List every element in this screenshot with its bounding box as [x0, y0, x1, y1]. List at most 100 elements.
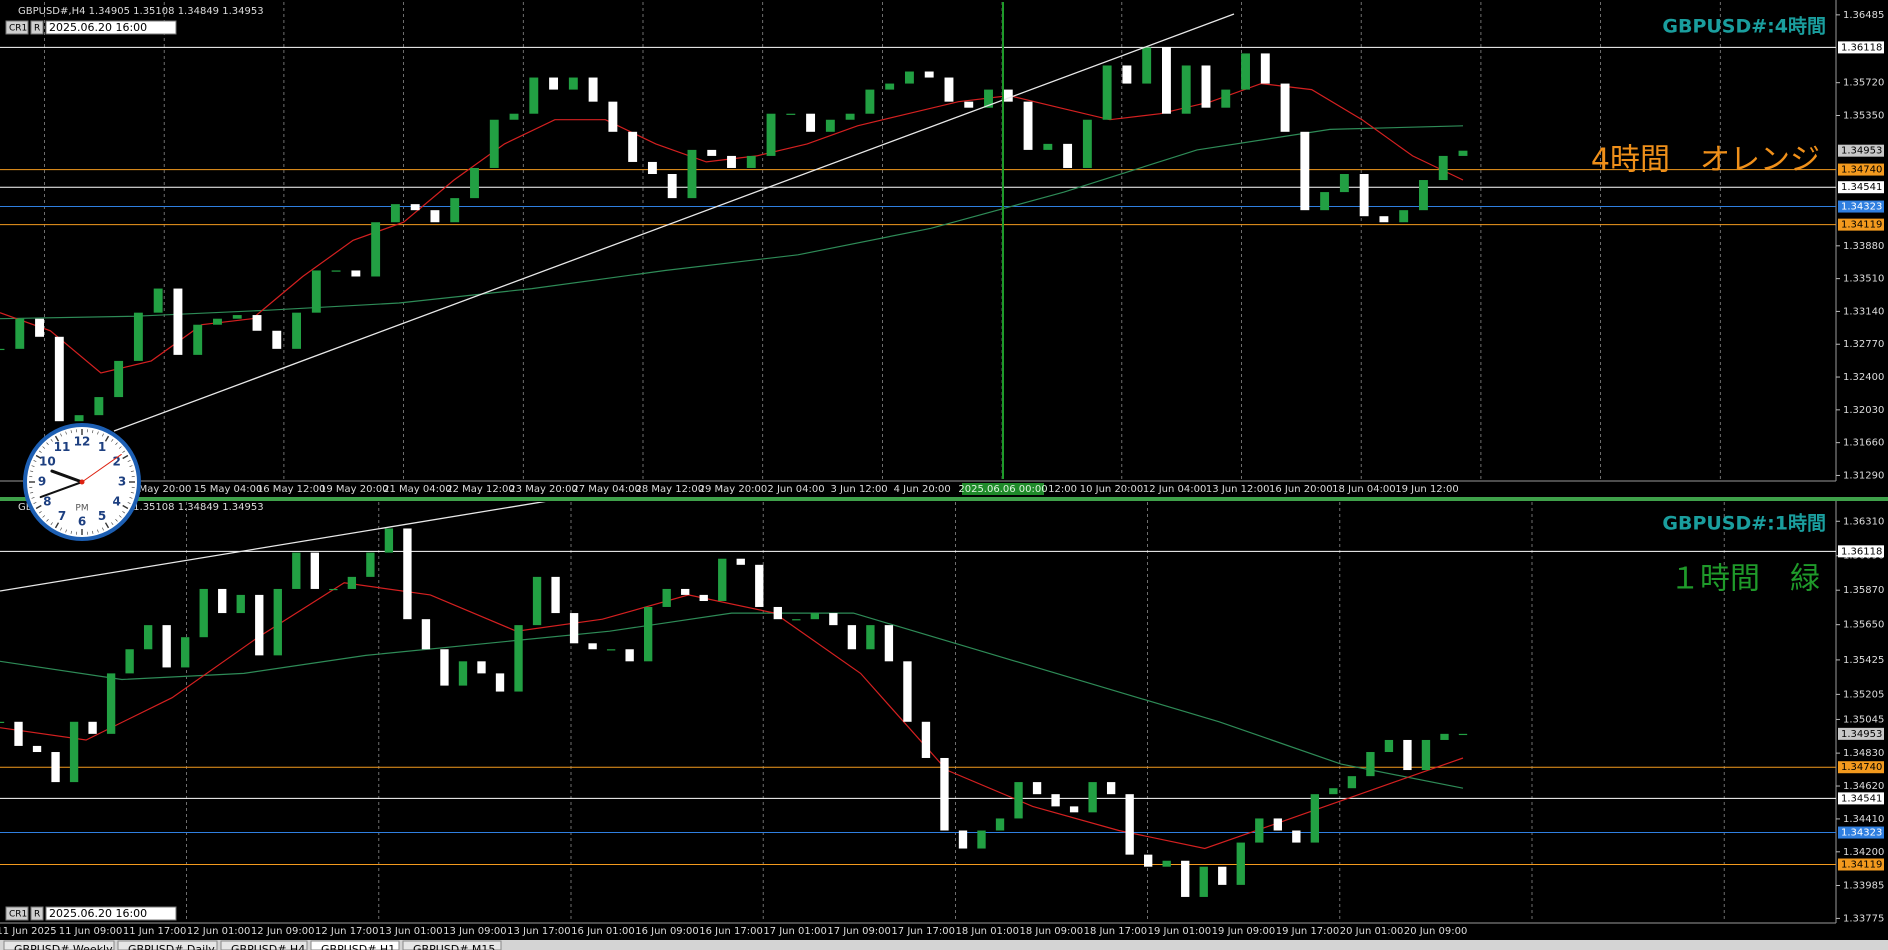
chart-button-label[interactable]: 2025.06.20 16:00	[49, 21, 147, 34]
candle	[643, 606, 653, 662]
candle	[88, 721, 97, 734]
x-tick-label: 18 Jun 09:00	[1020, 926, 1084, 937]
panel-separator	[0, 497, 1888, 501]
candle	[272, 330, 282, 349]
chart-button[interactable]	[45, 20, 177, 35]
level-price-label: 1.34323	[1841, 828, 1882, 839]
candle	[924, 71, 934, 78]
level-price-label: 1.34323	[1841, 202, 1882, 213]
candle	[984, 89, 993, 108]
clock-tick	[65, 431, 67, 435]
candle	[1399, 210, 1409, 223]
candle	[450, 198, 460, 223]
level-price-box	[1838, 727, 1884, 740]
clock-tick	[31, 497, 35, 499]
clock-tick	[102, 433, 104, 437]
tab[interactable]	[402, 940, 502, 950]
candle	[1199, 866, 1208, 897]
x-tick-label: 19 Jun 01:00	[1148, 926, 1212, 937]
clock-tick	[46, 442, 49, 446]
candle	[885, 83, 895, 90]
candle	[786, 113, 796, 115]
x-tick-label: 16 Jun 20:00	[1269, 484, 1333, 495]
clock-tick	[35, 454, 42, 460]
tab-label[interactable]: GBPUSD#,M15	[413, 943, 495, 950]
tab[interactable]	[310, 940, 400, 950]
candle	[51, 752, 60, 783]
clock-number: 1	[98, 440, 106, 454]
y-tick-label: 1.32030	[1843, 405, 1884, 416]
x-tick-label: 17 Jun 17:00	[891, 926, 955, 937]
moving-average	[0, 582, 1464, 850]
chart-button[interactable]	[30, 20, 44, 35]
clock-tick	[46, 518, 49, 522]
tab-label[interactable]: GBPUSD#,Weekly	[14, 943, 113, 950]
chart-button-label[interactable]: R	[34, 24, 40, 34]
level-price-label: 1.34119	[1841, 860, 1882, 871]
clock-period: PM	[75, 504, 88, 514]
candle	[977, 830, 986, 849]
tab-label[interactable]: GBPUSD#,H1	[321, 943, 395, 950]
candle	[1069, 806, 1079, 813]
chart-button-label[interactable]: R	[34, 910, 40, 920]
x-tick-label: 18 Jun 01:00	[955, 926, 1019, 937]
candle	[1014, 782, 1023, 819]
clock-hand	[81, 453, 122, 483]
level-price-label: 1.34740	[1841, 165, 1882, 176]
candle	[865, 89, 875, 114]
level-price-label: 1.36118	[1841, 546, 1882, 557]
candle	[514, 625, 523, 692]
clock-tick	[42, 446, 46, 449]
chart-title: GBPUSD#:4時間	[1662, 16, 1826, 38]
chart-button-label[interactable]: 2025.06.20 16:00	[49, 907, 147, 920]
level-price-box	[1838, 41, 1884, 54]
chart-button[interactable]	[5, 20, 29, 35]
tab-label[interactable]: GBPUSD#,H4	[231, 943, 305, 950]
candle	[647, 161, 657, 175]
candle	[292, 552, 301, 589]
tab[interactable]	[117, 940, 218, 950]
tab[interactable]	[3, 940, 115, 950]
candle	[568, 77, 578, 90]
clock-tick	[92, 430, 94, 434]
tab-label[interactable]: GBPUSD#,Daily	[128, 943, 215, 950]
candle	[14, 721, 23, 746]
chart-header: GBPUSD#,H4 1.34905 1.35108 1.34849 1.349…	[18, 6, 264, 17]
clock-tick	[50, 522, 53, 526]
candle	[806, 113, 816, 132]
candle	[199, 588, 208, 638]
y-tick-label: 1.35205	[1843, 689, 1884, 700]
clock-tick	[122, 450, 126, 453]
candle	[1032, 782, 1042, 795]
chart-button-label[interactable]: CR1	[9, 24, 27, 34]
x-tick-label: 21 May 04:00	[383, 484, 452, 495]
trendline	[0, 502, 546, 592]
clock-tick	[127, 502, 131, 504]
level-price-label: 1.36118	[1841, 42, 1882, 53]
candle	[921, 721, 931, 758]
moving-average	[0, 125, 1464, 320]
chart-button[interactable]	[30, 906, 44, 921]
x-tick-label: 12 Jun 09:00	[251, 926, 315, 937]
clock-tick	[33, 460, 37, 462]
candle	[1440, 733, 1449, 740]
plot-area	[0, 502, 1836, 922]
candle	[1043, 143, 1053, 150]
y-tick-label: 1.36310	[1843, 516, 1884, 527]
chart-button[interactable]	[5, 906, 29, 921]
chart-button-label[interactable]: CR1	[9, 910, 27, 920]
clock-tick	[54, 522, 60, 529]
tab[interactable]	[220, 940, 308, 950]
candle	[845, 113, 855, 120]
x-tick-label: 19 Jun 09:00	[1212, 926, 1276, 937]
candle	[1255, 818, 1264, 843]
clock-tick	[38, 511, 42, 514]
candle	[255, 594, 264, 656]
clock-tick	[115, 518, 118, 522]
chart-button[interactable]	[45, 906, 177, 921]
level-price-box	[1838, 218, 1884, 231]
level-price-box	[1838, 144, 1884, 157]
candle	[940, 757, 949, 831]
candle	[1320, 192, 1330, 211]
